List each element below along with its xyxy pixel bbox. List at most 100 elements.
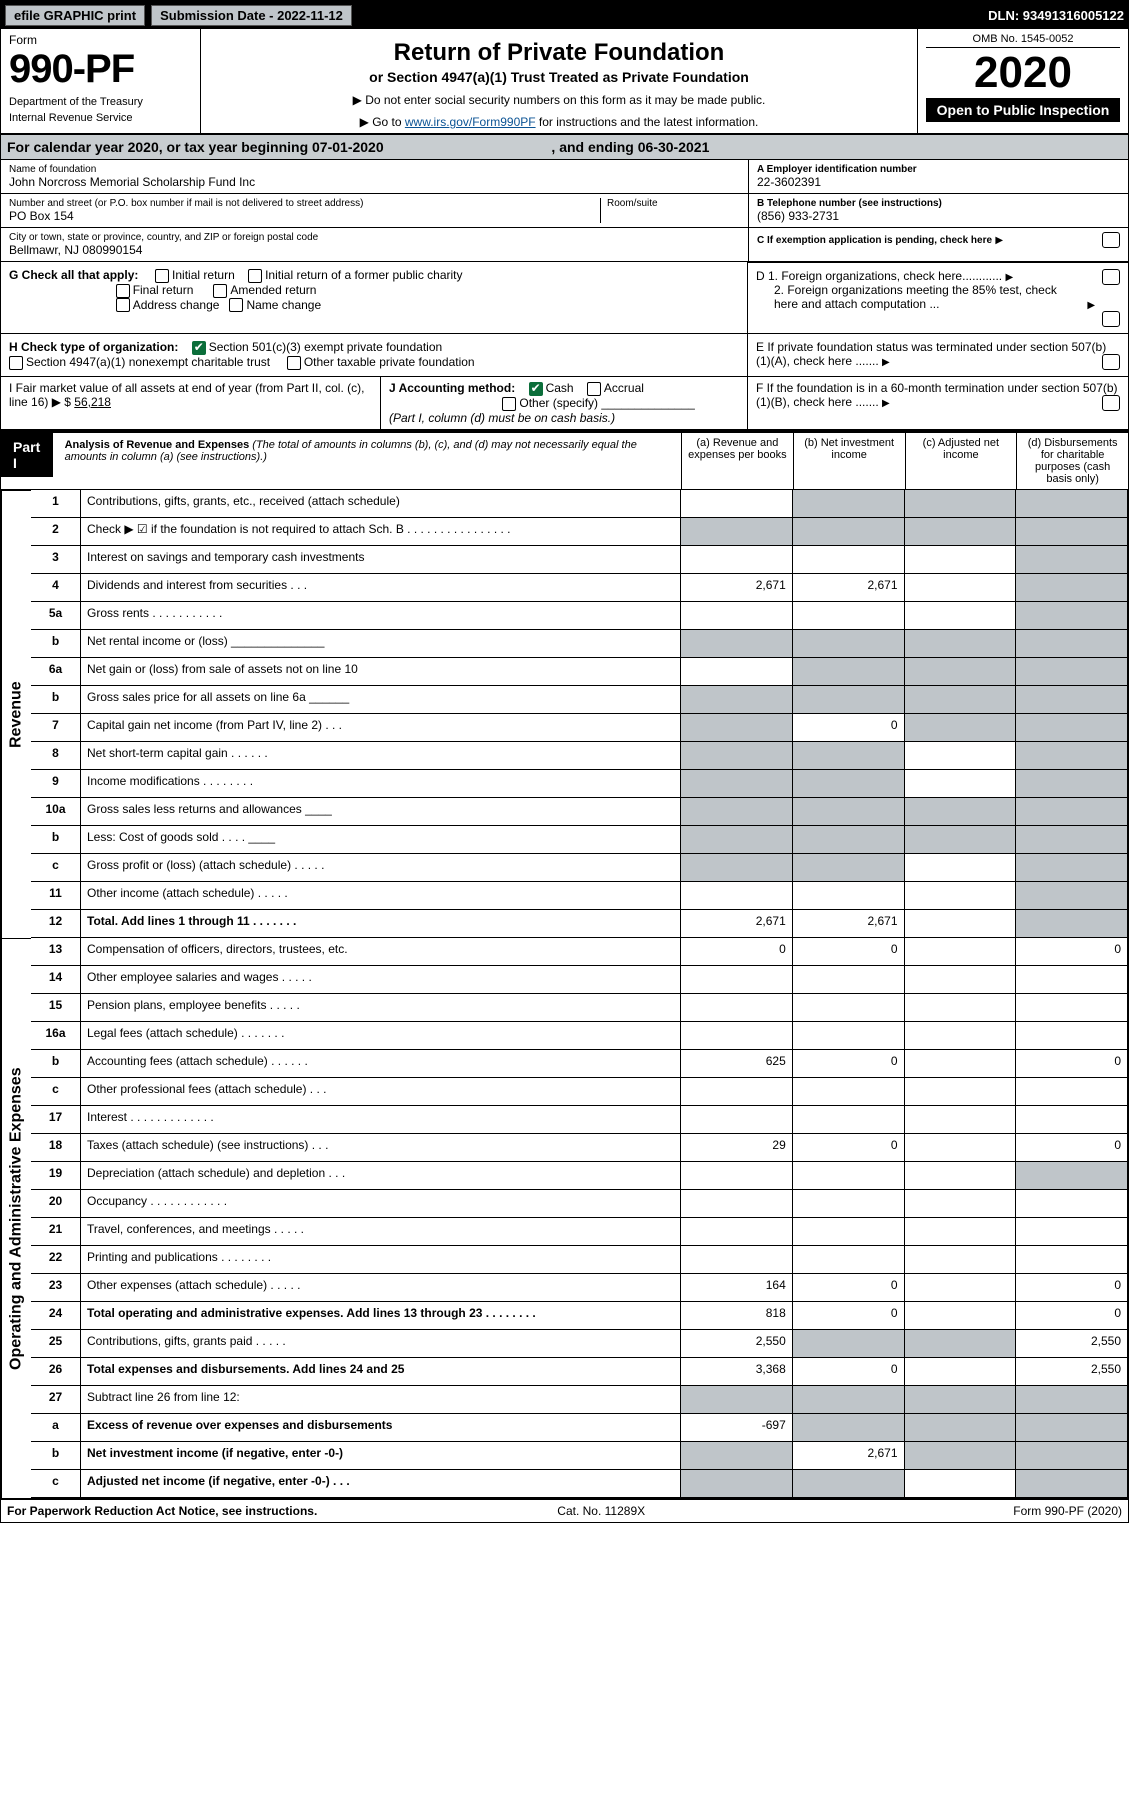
col-d-value: [1016, 1106, 1128, 1134]
d2-label: 2. Foreign organizations meeting the 85%…: [774, 283, 1084, 311]
col-a-value: [681, 826, 793, 854]
line-number: 2: [31, 518, 81, 546]
line-description: Check ▶ ☑ if the foundation is not requi…: [81, 518, 681, 546]
line-description: Gross rents . . . . . . . . . . .: [81, 602, 681, 630]
col-c-value: [905, 1330, 1017, 1358]
col-b-value: [793, 854, 905, 882]
cat-no: Cat. No. 11289X: [557, 1504, 645, 1518]
line-description: Travel, conferences, and meetings . . . …: [81, 1218, 681, 1246]
col-c-value: [905, 686, 1017, 714]
form-ref: Form 990-PF (2020): [1013, 1504, 1122, 1518]
arrow-icon: [882, 395, 892, 409]
line-number: 12: [31, 910, 81, 938]
col-c-value: [905, 770, 1017, 798]
col-c-value: [905, 1218, 1017, 1246]
fmv-label: I Fair market value of all assets at end…: [9, 381, 364, 409]
line-number: 13: [31, 938, 81, 966]
ein-label: A Employer identification number: [757, 164, 1120, 175]
col-a-value: [681, 1470, 793, 1498]
line-number: 19: [31, 1162, 81, 1190]
col-d-value: [1016, 1442, 1128, 1470]
f-checkbox[interactable]: [1102, 395, 1120, 411]
exemption-label: C If exemption application is pending, c…: [757, 235, 992, 246]
exemption-row: C If exemption application is pending, c…: [749, 228, 1128, 250]
accrual-label: Accrual: [604, 381, 644, 395]
expenses-section-label: Operating and Administrative Expenses: [1, 938, 31, 1498]
line-description: Other expenses (attach schedule) . . . .…: [81, 1274, 681, 1302]
year-cell: OMB No. 1545-0052 2020 Open to Public In…: [918, 29, 1128, 133]
line-number: 27: [31, 1386, 81, 1414]
other-method-checkbox[interactable]: [502, 397, 516, 411]
irs-link[interactable]: www.irs.gov/Form990PF: [405, 115, 536, 129]
line-description: Gross profit or (loss) (attach schedule)…: [81, 854, 681, 882]
h-opt-2: Section 4947(a)(1) nonexempt charitable …: [26, 355, 270, 369]
col-a-value: [681, 518, 793, 546]
accounting-row: I Fair market value of all assets at end…: [1, 376, 1128, 431]
accrual-checkbox[interactable]: [587, 382, 601, 396]
col-d-value: [1016, 1386, 1128, 1414]
room-label: Room/suite: [607, 198, 740, 209]
line-description: Income modifications . . . . . . . .: [81, 770, 681, 798]
address-change-checkbox[interactable]: [116, 298, 130, 312]
col-c-value: [905, 1274, 1017, 1302]
line-description: Taxes (attach schedule) (see instruction…: [81, 1134, 681, 1162]
name-change-checkbox[interactable]: [229, 298, 243, 312]
arrow-icon: [1087, 297, 1097, 311]
line-description: Dividends and interest from securities .…: [81, 574, 681, 602]
line-number: c: [31, 854, 81, 882]
arrow-icon: [1005, 269, 1015, 283]
c-checkbox[interactable]: [1102, 232, 1120, 248]
d2-checkbox[interactable]: [1102, 311, 1120, 327]
amended-return-checkbox[interactable]: [213, 284, 227, 298]
col-c-value: [905, 994, 1017, 1022]
initial-public-checkbox[interactable]: [248, 269, 262, 283]
line-description: Gross sales price for all assets on line…: [81, 686, 681, 714]
cash-basis-note: (Part I, column (d) must be on cash basi…: [389, 411, 615, 425]
col-b-value: [793, 798, 905, 826]
d1-checkbox[interactable]: [1102, 269, 1120, 285]
form-title: Return of Private Foundation: [209, 39, 909, 67]
line-number: 20: [31, 1190, 81, 1218]
4947-checkbox[interactable]: [9, 356, 23, 370]
line-number: 16a: [31, 1022, 81, 1050]
other-taxable-checkbox[interactable]: [287, 356, 301, 370]
line-number: 17: [31, 1106, 81, 1134]
col-b-value: [793, 1022, 905, 1050]
line-description: Total expenses and disbursements. Add li…: [81, 1358, 681, 1386]
part1-tag: Part I: [1, 433, 53, 477]
line-description: Gross sales less returns and allowances …: [81, 798, 681, 826]
f-cell: F If the foundation is in a 60-month ter…: [748, 377, 1128, 429]
col-a-value: 2,671: [681, 574, 793, 602]
col-b-value: [793, 1162, 905, 1190]
col-b-value: [793, 518, 905, 546]
line-description: Compensation of officers, directors, tru…: [81, 938, 681, 966]
col-d-value: [1016, 882, 1128, 910]
address-label: Number and street (or P.O. box number if…: [9, 198, 600, 209]
e-checkbox[interactable]: [1102, 354, 1120, 370]
efile-button[interactable]: efile GRAPHIC print: [5, 5, 145, 26]
line-description: Net investment income (if negative, ente…: [81, 1442, 681, 1470]
fmv-value: 56,218: [74, 395, 111, 409]
e-row: E If private foundation status was termi…: [748, 333, 1128, 376]
submission-date-button[interactable]: Submission Date - 2022-11-12: [151, 5, 352, 26]
col-c-value: [905, 910, 1017, 938]
501c3-checkbox[interactable]: [192, 341, 206, 355]
col-b-value: [793, 770, 905, 798]
col-b-value: 2,671: [793, 910, 905, 938]
g-opt-0: Initial return: [172, 268, 235, 282]
line-description: Printing and publications . . . . . . . …: [81, 1246, 681, 1274]
line-description: Excess of revenue over expenses and disb…: [81, 1414, 681, 1442]
col-c-value: [905, 518, 1017, 546]
col-b-value: [793, 1190, 905, 1218]
line-number: 15: [31, 994, 81, 1022]
line-description: Total operating and administrative expen…: [81, 1302, 681, 1330]
h-opt-1: Section 501(c)(3) exempt private foundat…: [209, 340, 442, 354]
col-b-value: [793, 1470, 905, 1498]
cash-checkbox[interactable]: [529, 382, 543, 396]
col-b-value: [793, 1246, 905, 1274]
col-b-value: 0: [793, 1302, 905, 1330]
col-b-value: 2,671: [793, 1442, 905, 1470]
dept-treasury: Department of the Treasury: [9, 96, 192, 108]
final-return-checkbox[interactable]: [116, 284, 130, 298]
initial-return-checkbox[interactable]: [155, 269, 169, 283]
